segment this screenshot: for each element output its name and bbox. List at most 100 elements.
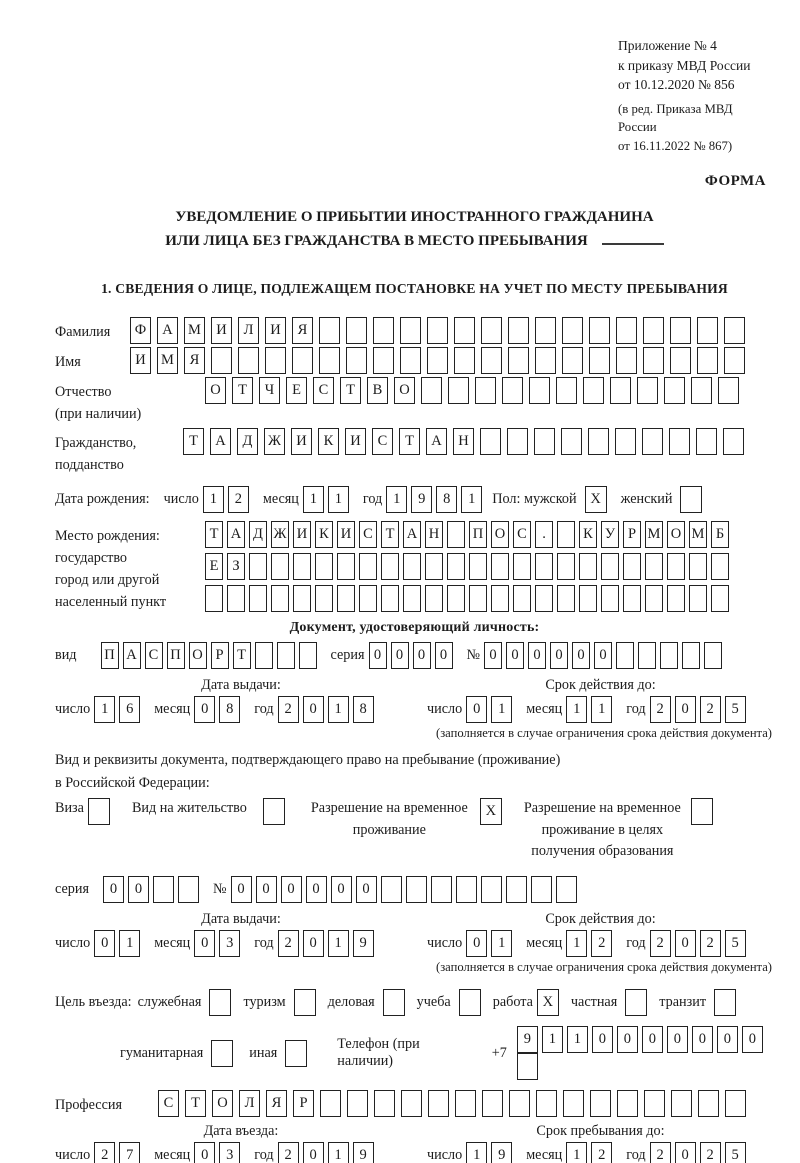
char-cell[interactable]: 1: [491, 930, 513, 958]
char-cell[interactable]: [403, 552, 421, 580]
char-cell[interactable]: И: [345, 427, 366, 455]
char-cell[interactable]: 0: [255, 876, 277, 904]
char-cell[interactable]: [454, 346, 475, 374]
char-cell[interactable]: Р: [210, 641, 229, 669]
char-cell[interactable]: [589, 316, 610, 344]
gender-female-checkbox[interactable]: [680, 485, 703, 513]
purpose-private-checkbox[interactable]: [625, 989, 648, 1017]
char-cell[interactable]: [502, 376, 523, 404]
char-cell[interactable]: [508, 316, 529, 344]
char-cell[interactable]: П: [100, 641, 119, 669]
char-cell[interactable]: О: [491, 520, 509, 548]
char-cell[interactable]: [557, 552, 575, 580]
char-cell[interactable]: И: [337, 520, 355, 548]
char-cell[interactable]: [292, 346, 313, 374]
char-cell[interactable]: 0: [102, 876, 124, 904]
char-cell[interactable]: [623, 552, 641, 580]
char-cell[interactable]: [509, 1090, 530, 1118]
char-cell[interactable]: 6: [119, 695, 141, 723]
char-cell[interactable]: [425, 552, 443, 580]
char-cell[interactable]: Т: [399, 427, 420, 455]
char-cell[interactable]: [430, 876, 452, 904]
char-cell[interactable]: [381, 584, 399, 612]
char-cell[interactable]: [293, 584, 311, 612]
char-cell[interactable]: 1: [466, 1142, 488, 1163]
char-cell[interactable]: Я: [266, 1090, 287, 1118]
char-cell[interactable]: [505, 876, 527, 904]
char-cell[interactable]: [642, 427, 663, 455]
char-cell[interactable]: [725, 1090, 746, 1118]
char-cell[interactable]: Л: [238, 316, 259, 344]
char-cell[interactable]: [645, 584, 663, 612]
char-cell[interactable]: [249, 552, 267, 580]
char-cell[interactable]: [227, 584, 245, 612]
char-cell[interactable]: [667, 584, 685, 612]
char-cell[interactable]: 5: [724, 930, 746, 958]
char-cell[interactable]: О: [394, 376, 415, 404]
char-cell[interactable]: 2: [699, 1142, 721, 1163]
purpose-work-checkbox[interactable]: X: [536, 989, 559, 1017]
char-cell[interactable]: 8: [352, 695, 374, 723]
char-cell[interactable]: 2: [227, 485, 249, 513]
char-cell[interactable]: [400, 316, 421, 344]
char-cell[interactable]: О: [667, 520, 685, 548]
char-cell[interactable]: [579, 584, 597, 612]
char-cell[interactable]: [491, 584, 509, 612]
char-cell[interactable]: [359, 584, 377, 612]
char-cell[interactable]: 1: [327, 485, 349, 513]
char-cell[interactable]: 1: [327, 1142, 349, 1163]
char-cell[interactable]: [508, 346, 529, 374]
char-cell[interactable]: [682, 641, 701, 669]
char-cell[interactable]: Т: [205, 520, 223, 548]
char-cell[interactable]: [374, 1090, 395, 1118]
char-cell[interactable]: [616, 641, 635, 669]
char-cell[interactable]: [660, 641, 679, 669]
temporary-residence-education-checkbox[interactable]: [690, 798, 713, 826]
char-cell[interactable]: [480, 427, 501, 455]
char-cell[interactable]: [205, 584, 223, 612]
char-cell[interactable]: [265, 346, 286, 374]
char-cell[interactable]: [346, 316, 367, 344]
char-cell[interactable]: М: [645, 520, 663, 548]
temporary-residence-checkbox[interactable]: X: [479, 798, 502, 826]
char-cell[interactable]: 1: [566, 1026, 588, 1054]
char-cell[interactable]: [400, 346, 421, 374]
char-cell[interactable]: [347, 1090, 368, 1118]
char-cell[interactable]: О: [212, 1090, 233, 1118]
char-cell[interactable]: [480, 876, 502, 904]
char-cell[interactable]: И: [130, 346, 151, 374]
char-cell[interactable]: [562, 346, 583, 374]
char-cell[interactable]: [337, 552, 355, 580]
char-cell[interactable]: 1: [202, 485, 224, 513]
char-cell[interactable]: 0: [302, 695, 324, 723]
char-cell[interactable]: 2: [699, 930, 721, 958]
char-cell[interactable]: Р: [293, 1090, 314, 1118]
char-cell[interactable]: [401, 1090, 422, 1118]
char-cell[interactable]: 9: [411, 485, 433, 513]
char-cell[interactable]: 7: [119, 1142, 141, 1163]
char-cell[interactable]: 1: [94, 695, 116, 723]
char-cell[interactable]: 2: [94, 1142, 116, 1163]
char-cell[interactable]: 0: [572, 641, 591, 669]
char-cell[interactable]: [530, 876, 552, 904]
char-cell[interactable]: [601, 552, 619, 580]
char-cell[interactable]: [645, 552, 663, 580]
char-cell[interactable]: [671, 1090, 692, 1118]
char-cell[interactable]: [319, 316, 340, 344]
char-cell[interactable]: [534, 427, 555, 455]
char-cell[interactable]: 0: [194, 695, 216, 723]
char-cell[interactable]: 1: [566, 930, 588, 958]
char-cell[interactable]: С: [513, 520, 531, 548]
char-cell[interactable]: [319, 346, 340, 374]
char-cell[interactable]: [579, 552, 597, 580]
char-cell[interactable]: [238, 346, 259, 374]
char-cell[interactable]: [475, 376, 496, 404]
char-cell[interactable]: [425, 584, 443, 612]
char-cell[interactable]: [689, 552, 707, 580]
char-cell[interactable]: [373, 316, 394, 344]
char-cell[interactable]: А: [426, 427, 447, 455]
char-cell[interactable]: 0: [674, 930, 696, 958]
char-cell[interactable]: 2: [591, 930, 613, 958]
char-cell[interactable]: С: [359, 520, 377, 548]
char-cell[interactable]: А: [210, 427, 231, 455]
